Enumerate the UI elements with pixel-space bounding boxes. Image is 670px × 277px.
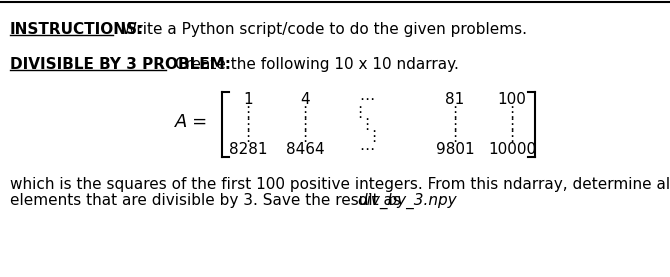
Text: ⋮: ⋮: [241, 117, 256, 132]
Text: ⋮: ⋮: [297, 130, 313, 145]
Text: div_by_3.npy: div_by_3.npy: [357, 193, 457, 209]
Text: 4: 4: [300, 91, 310, 106]
Text: A =: A =: [175, 113, 208, 131]
Text: 8281: 8281: [228, 142, 267, 158]
Text: ⋮: ⋮: [241, 130, 256, 145]
Text: 10000: 10000: [488, 142, 536, 158]
Text: ⋮: ⋮: [505, 106, 520, 120]
Text: ⋮: ⋮: [505, 117, 520, 132]
Text: 1: 1: [243, 91, 253, 106]
Text: 9801: 9801: [436, 142, 474, 158]
Text: ⋮: ⋮: [241, 106, 256, 120]
Text: DIVISIBLE BY 3 PROBLEM:: DIVISIBLE BY 3 PROBLEM:: [10, 57, 231, 72]
Text: 100: 100: [498, 91, 527, 106]
Text: ⋮: ⋮: [505, 130, 520, 145]
Text: ⋮: ⋮: [352, 106, 368, 120]
Text: ⋯: ⋯: [359, 142, 375, 158]
Text: ⋮: ⋮: [448, 130, 462, 145]
Text: elements that are divisible by 3. Save the result as: elements that are divisible by 3. Save t…: [10, 193, 406, 208]
Text: Write a Python script/code to do the given problems.: Write a Python script/code to do the giv…: [117, 22, 527, 37]
Text: ⋮: ⋮: [448, 106, 462, 120]
Text: ⋮: ⋮: [448, 117, 462, 132]
Text: ⋮: ⋮: [359, 117, 375, 132]
Text: INSTRUCTIONS:: INSTRUCTIONS:: [10, 22, 144, 37]
Text: ⋯: ⋯: [359, 91, 375, 106]
Text: which is the squares of the first 100 positive integers. From this ndarray, dete: which is the squares of the first 100 po…: [10, 177, 670, 192]
Text: 81: 81: [446, 91, 464, 106]
Text: Create the following 10 x 10 ndarray.: Create the following 10 x 10 ndarray.: [170, 57, 459, 72]
Text: ⋮: ⋮: [366, 130, 382, 145]
Text: ⋮: ⋮: [297, 106, 313, 120]
Text: 8464: 8464: [285, 142, 324, 158]
Text: ⋮: ⋮: [297, 117, 313, 132]
